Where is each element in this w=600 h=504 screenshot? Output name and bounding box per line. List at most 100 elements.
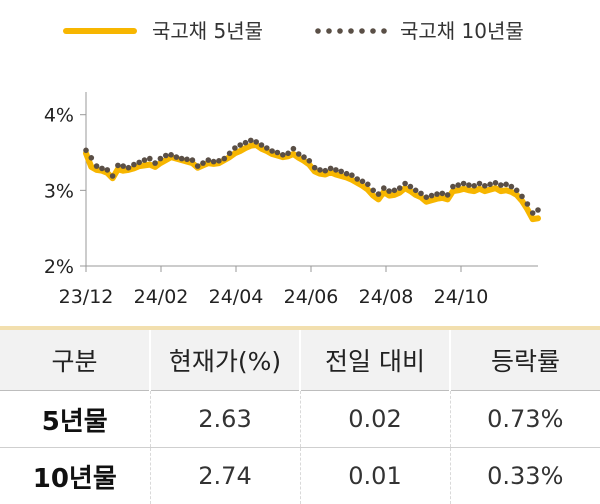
series-10y-point bbox=[428, 192, 435, 199]
series-10y-point bbox=[109, 173, 116, 179]
series-10y-point bbox=[125, 164, 132, 171]
chart: 국고채 5년물 국고채 10년물 2% 3% 4% 23/12 24/02 24/04 2… bbox=[44, 19, 541, 308]
series-10y-point bbox=[242, 139, 249, 146]
row-10y-rate: 0.33% bbox=[449, 447, 600, 504]
series-10y-point bbox=[93, 163, 100, 169]
series-10y-point bbox=[535, 207, 541, 213]
series-10y-point bbox=[519, 193, 525, 200]
series-10y-point bbox=[237, 142, 243, 148]
legend-dot bbox=[359, 28, 365, 34]
series-10y-point bbox=[375, 191, 382, 197]
series-10y-point bbox=[343, 170, 350, 177]
legend-dot bbox=[326, 28, 332, 34]
series-10y-point bbox=[232, 145, 238, 151]
series-10y-point bbox=[396, 185, 403, 191]
series-10y-point bbox=[529, 210, 536, 216]
legend-label-5y: 국고채 5년물 bbox=[152, 19, 263, 43]
series-10y-point bbox=[226, 150, 233, 157]
table-row-10y: 10년물 2.74 0.01 0.33% bbox=[0, 447, 600, 504]
series-10y-point bbox=[444, 192, 451, 198]
row-10y-change: 0.01 bbox=[299, 447, 450, 504]
series-10y-point bbox=[524, 201, 531, 207]
series-10y-point bbox=[508, 183, 515, 190]
row-10y-price: 2.74 bbox=[149, 447, 300, 504]
series-10y-point bbox=[439, 190, 446, 197]
series-10y-point bbox=[285, 150, 291, 157]
series-10y-point bbox=[455, 182, 462, 188]
table-row-5y: 5년물 2.63 0.02 0.73% bbox=[0, 390, 600, 448]
x-tick-label: 24/08 bbox=[359, 286, 414, 308]
series-10y-point bbox=[412, 187, 419, 194]
y-tick-label: 3% bbox=[44, 180, 74, 202]
series-10y-point bbox=[248, 137, 254, 144]
series-10y-point bbox=[327, 165, 334, 172]
row-5y-name: 5년물 bbox=[41, 406, 108, 437]
series-10y bbox=[83, 137, 541, 216]
series-10y-point bbox=[370, 187, 377, 194]
x-tick-label: 23/12 bbox=[59, 286, 114, 308]
series-10y-point bbox=[258, 142, 265, 148]
table-header-row: 구분 현재가(%) 전일 대비 등락률 bbox=[0, 330, 600, 391]
series-10y-point bbox=[386, 188, 392, 194]
series-10y-point bbox=[205, 157, 212, 163]
series-10y-point bbox=[471, 183, 478, 189]
series-10y-point bbox=[349, 172, 355, 178]
chart-svg: 국고채 5년물 국고채 10년물 2%3%4% 23/12 24/02 24/04 2… bbox=[44, 19, 541, 308]
series-10y-point bbox=[295, 151, 302, 157]
series-10y-point bbox=[359, 178, 366, 185]
series-10y-point bbox=[280, 152, 286, 158]
series-10y-point bbox=[120, 163, 126, 169]
series-10y-point bbox=[402, 180, 408, 187]
series-10y-point bbox=[450, 183, 456, 190]
legend-dot bbox=[370, 28, 376, 34]
series-10y-point bbox=[163, 152, 169, 159]
series-10y-point bbox=[482, 183, 488, 189]
series-10y-point bbox=[131, 161, 137, 168]
x-tick-label: 24/04 bbox=[209, 286, 264, 308]
series-10y-point bbox=[210, 158, 217, 165]
legend-dot bbox=[348, 28, 354, 34]
series-10y-point bbox=[492, 180, 499, 186]
header-change: 전일 대비 bbox=[299, 330, 450, 391]
series-10y-point bbox=[290, 145, 297, 152]
series-10y-point bbox=[503, 181, 509, 188]
x-tick-label: 24/10 bbox=[434, 286, 489, 308]
series-10y-point bbox=[99, 165, 105, 172]
series-10y-point bbox=[221, 155, 228, 162]
legend-swatch-10y bbox=[315, 28, 387, 34]
series-10y-point bbox=[338, 168, 345, 175]
y-tick-label: 2% bbox=[44, 256, 74, 278]
series-10y-point bbox=[423, 194, 430, 200]
legend: 국고채 5년물 국고채 10년물 bbox=[63, 19, 524, 43]
x-tick-label: 24/06 bbox=[284, 286, 339, 308]
series-10y-point bbox=[115, 162, 121, 169]
row-5y-rate: 0.73% bbox=[449, 390, 600, 448]
series-10y-point bbox=[317, 167, 323, 173]
legend-dot bbox=[381, 28, 387, 34]
series-10y-point bbox=[200, 160, 206, 166]
series-10y-point bbox=[264, 145, 270, 151]
series-5y bbox=[83, 142, 541, 223]
series-10y-point bbox=[513, 187, 520, 194]
series-10y-point bbox=[88, 155, 95, 161]
series-10y-point bbox=[354, 176, 361, 182]
series-10y-point bbox=[476, 180, 483, 187]
series-10y-point bbox=[487, 181, 493, 188]
series-10y-point bbox=[322, 167, 329, 174]
series-10y-point bbox=[216, 158, 222, 164]
series-10y-point bbox=[194, 163, 201, 169]
series-10y-point bbox=[269, 148, 275, 154]
legend-dot bbox=[315, 28, 321, 34]
series-10y-point bbox=[466, 182, 472, 188]
series-10y-point bbox=[253, 139, 259, 145]
y-tick-label: 4% bbox=[44, 105, 74, 127]
table-top-rule bbox=[0, 326, 600, 330]
series-10y-point bbox=[274, 149, 281, 156]
series-10y-point bbox=[147, 155, 153, 162]
header-current-price: 현재가(%) bbox=[149, 330, 300, 391]
row-10y-name: 10년물 bbox=[0, 447, 150, 504]
series-10y-point bbox=[173, 154, 180, 160]
y-ticks: 2% 3% 4% bbox=[44, 105, 86, 278]
price-table: 구분 현재가(%) 전일 대비 등락률 5년물 2.63 0.02 0.73% … bbox=[0, 326, 600, 504]
series-10y-point bbox=[407, 183, 414, 190]
